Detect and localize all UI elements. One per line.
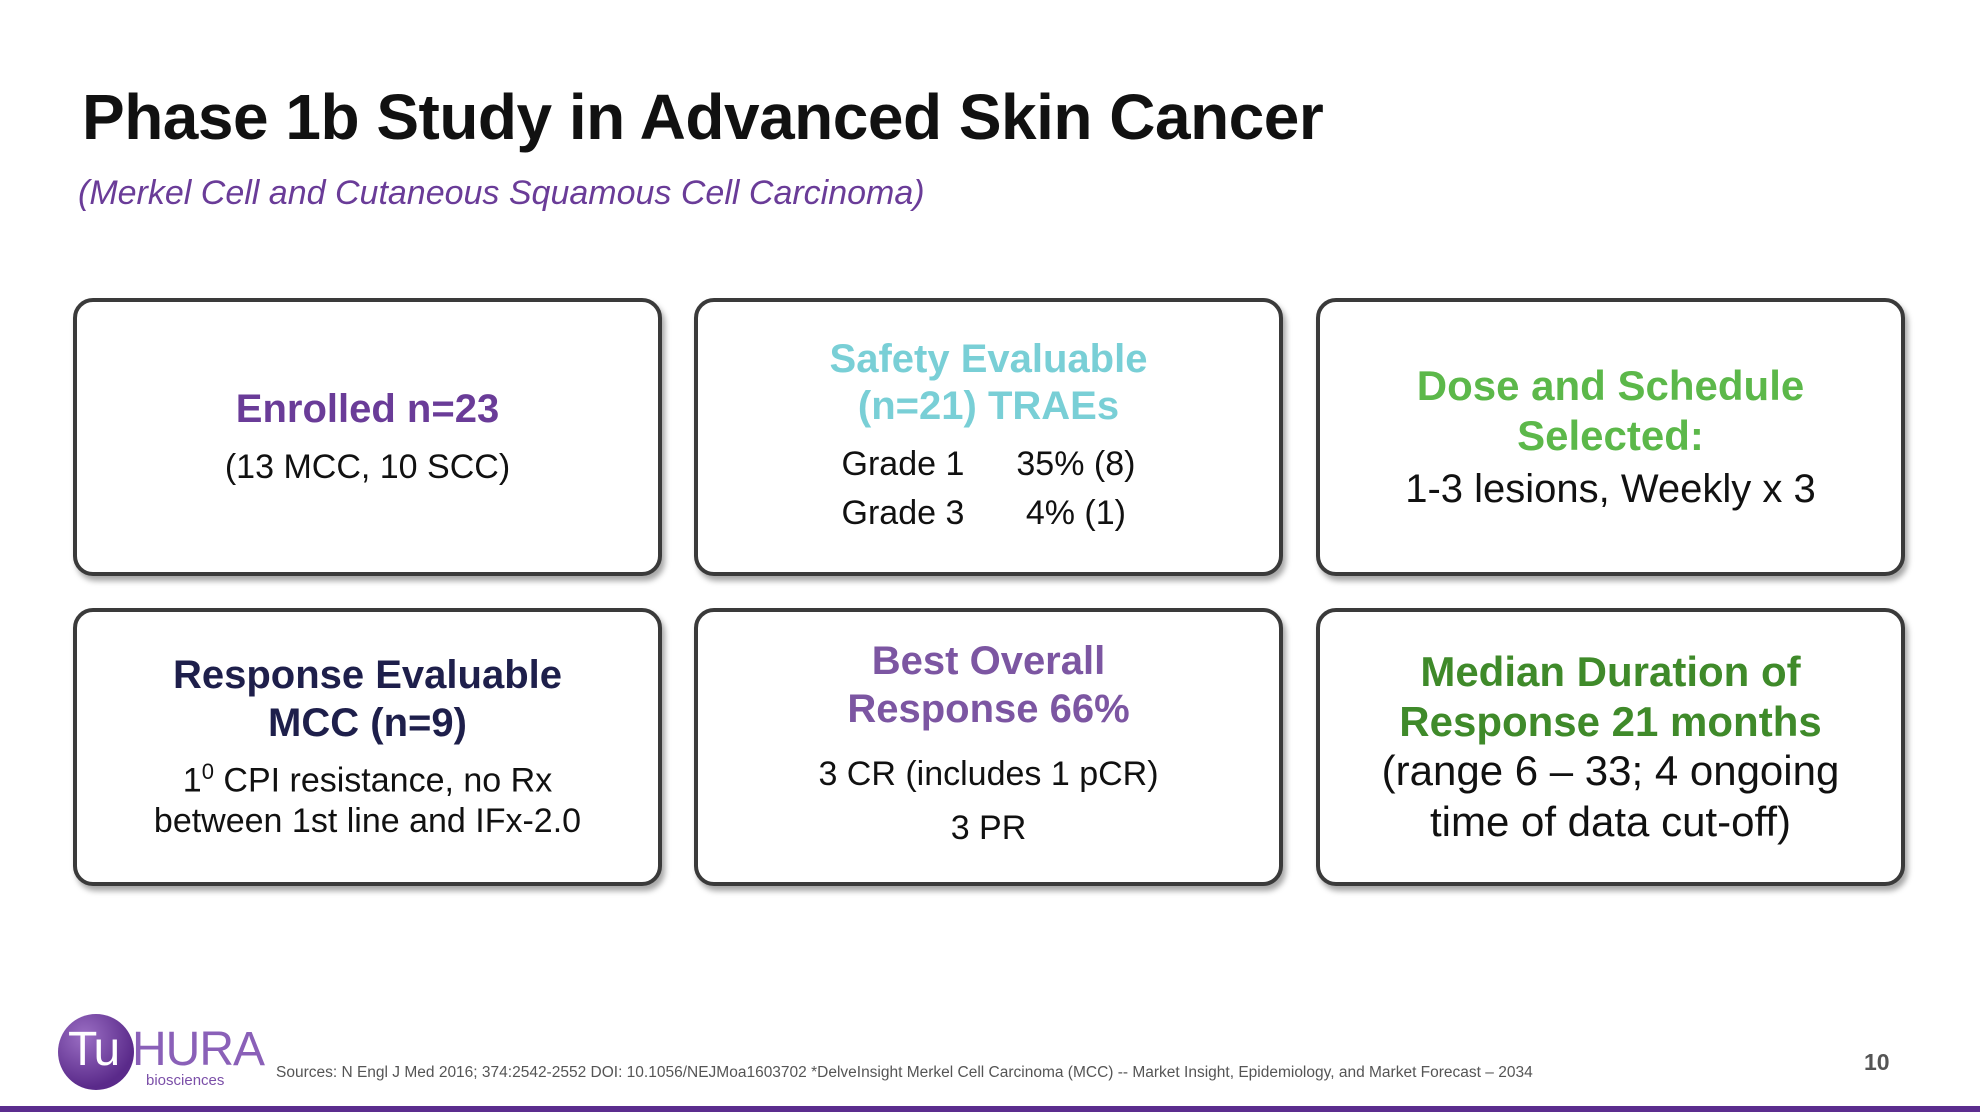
primary-superscript: 0: [201, 758, 214, 784]
median-duration-card: Median Duration of Response 21 months (r…: [1316, 608, 1905, 886]
grade-value: 35% (8): [1016, 445, 1136, 484]
enrolled-heading: Enrolled n=23: [235, 387, 500, 431]
safety-card: Safety Evaluable (n=21) TRAEs Grade 1 35…: [694, 298, 1283, 576]
slide-title: Phase 1b Study in Advanced Skin Cancer: [82, 81, 1324, 153]
primary-number: 1: [182, 761, 202, 800]
footer-bar: [0, 1106, 1980, 1112]
response-evaluable-card: Response Evaluable MCC (n=9) 10 CPI resi…: [73, 608, 662, 886]
enrolled-body: (13 MCC, 10 SCC): [224, 448, 511, 487]
response-evaluable-body-line1: 10 CPI resistance, no Rx: [154, 759, 581, 801]
safety-heading-line1: Safety Evaluable: [829, 337, 1148, 382]
response-evaluable-heading: Response Evaluable MCC (n=9): [173, 652, 562, 746]
grade-row: Grade 1 35% (8): [816, 440, 1162, 489]
page-number: 10: [1864, 1049, 1890, 1075]
best-overall-heading: Best Overall Response 66%: [847, 638, 1129, 732]
response-evaluable-body: 10 CPI resistance, no Rx between 1st lin…: [154, 759, 581, 842]
response-evaluable-body-line2: between 1st line and IFx-2.0: [153, 801, 582, 840]
safety-heading-line2: (n=21) TRAEs: [857, 384, 1120, 429]
slide-subtitle: (Merkel Cell and Cutaneous Squamous Cell…: [78, 174, 925, 212]
logo-tagline: biosciences: [146, 1072, 225, 1089]
sources-footnote: Sources: N Engl J Med 2016; 374:2542-255…: [276, 1064, 1533, 1081]
logo-tu-text: Tu: [68, 1023, 120, 1076]
logo-circle-icon: [58, 1014, 134, 1090]
median-duration-heading-line2: Response 21 months: [1399, 697, 1822, 745]
tuhura-logo: Tu HURA biosciences: [58, 1014, 265, 1096]
best-overall-body-line1: 3 CR (includes 1 pCR): [818, 754, 1159, 793]
dose-body: 1-3 lesions, Weekly x 3: [1405, 466, 1816, 511]
best-overall-card: Best Overall Response 66% 3 CR (includes…: [694, 608, 1283, 886]
best-overall-body-line2: 3 PR: [950, 809, 1027, 848]
grade-value: 4% (1): [1025, 494, 1126, 533]
median-duration-body-line1: (range 6 – 33; 4 ongoing: [1381, 747, 1840, 795]
grade-table: Grade 1 35% (8) Grade 3 4% (1): [816, 440, 1162, 538]
safety-heading: Safety Evaluable (n=21) TRAEs: [830, 336, 1148, 430]
grade-label: Grade 1: [841, 445, 965, 484]
logo-hura-text: HURA: [132, 1023, 265, 1076]
median-duration-heading: Median Duration of Response 21 months: [1399, 647, 1821, 746]
response-evaluable-heading-line2: MCC (n=9): [268, 700, 467, 745]
grade-label: Grade 3: [841, 494, 965, 533]
median-duration-heading-line1: Median Duration of: [1420, 648, 1801, 696]
best-overall-heading-line1: Best Overall: [871, 639, 1106, 684]
cpi-resistance-text: CPI resistance, no Rx: [213, 761, 553, 800]
response-evaluable-heading-line1: Response Evaluable: [172, 653, 563, 698]
dose-heading: Dose and Schedule Selected:: [1417, 361, 1804, 460]
dose-card: Dose and Schedule Selected: 1-3 lesions,…: [1316, 298, 1905, 576]
dose-heading-line2: Selected:: [1517, 412, 1704, 459]
grade-row: Grade 3 4% (1): [816, 489, 1162, 538]
enrolled-card: Enrolled n=23 (13 MCC, 10 SCC): [73, 298, 662, 576]
dose-heading-line1: Dose and Schedule: [1416, 362, 1805, 410]
best-overall-body: 3 CR (includes 1 pCR) 3 PR: [818, 747, 1158, 856]
best-overall-heading-line2: Response 66%: [847, 686, 1130, 731]
median-duration-body: (range 6 – 33; 4 ongoing time of data cu…: [1382, 746, 1840, 847]
median-duration-body-line2: time of data cut-off): [1429, 797, 1792, 845]
